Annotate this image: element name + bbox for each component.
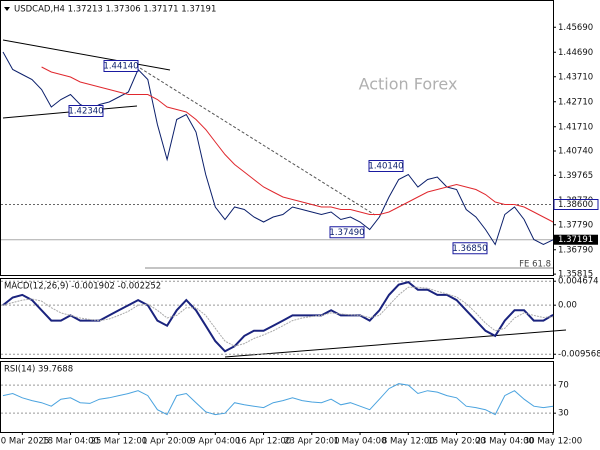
y-tick-label: 0.00 xyxy=(558,301,577,311)
y-tick-label: 1.42710 xyxy=(558,97,593,107)
watermark: Action Forex xyxy=(359,75,458,94)
x-tick-label: 9 Apr 04:00 xyxy=(190,437,240,447)
x-tick-label: 30 May 12:00 xyxy=(524,437,582,447)
y-tick-label: 1.41710 xyxy=(558,122,593,132)
series-line xyxy=(2,286,554,347)
y-tick-label: 1.40740 xyxy=(558,147,593,157)
x-tick-label: 8 May 12:00 xyxy=(382,437,435,447)
fe-label: FE 61.8 xyxy=(519,260,551,270)
x-tick-label: 1 May 04:00 xyxy=(334,437,387,447)
symbol-arrow xyxy=(4,7,10,11)
price-label: 1.37191 xyxy=(558,235,593,245)
price-box xyxy=(554,234,598,245)
annotation-label: 1.37490 xyxy=(329,228,364,238)
series-line xyxy=(2,281,554,353)
y-tick-label: 1.43710 xyxy=(558,72,593,82)
y-tick-label: 1.36790 xyxy=(558,245,593,255)
y-tick-label: 1.35815 xyxy=(558,270,593,280)
x-tick-label: 23 Apr 20:00 xyxy=(284,437,339,447)
level-box xyxy=(553,199,599,210)
annotation-box xyxy=(68,105,104,117)
x-tick-label: 23 May 04:00 xyxy=(476,437,534,447)
rsi-frame xyxy=(0,361,554,433)
macd-title: MACD(12,26,9) -0.001902 -0.002252 xyxy=(4,282,161,292)
x-tick-label: 18 Mar 04:00 xyxy=(42,437,99,447)
x-tick-label: 10 Mar 2025 xyxy=(0,437,49,447)
y-tick-label: -0.009568 xyxy=(558,350,600,360)
y-tick-label: 1.39765 xyxy=(558,171,593,181)
y-tick-label: 1.37790 xyxy=(558,220,593,230)
x-tick-label: 16 Apr 12:00 xyxy=(236,437,291,447)
annotation-label: 1.36850 xyxy=(452,244,487,254)
series-line xyxy=(41,66,554,223)
rsi-title: RSI(14) 39.7688 xyxy=(4,365,73,375)
y-tick-label: 0.004674 xyxy=(558,277,599,287)
level-label: 1.38600 xyxy=(558,200,593,210)
annotation-box xyxy=(452,242,488,255)
annotation-box xyxy=(329,226,365,239)
x-tick-label: 15 May 20:00 xyxy=(427,437,485,447)
chart-title: USDCAD,H4 1.37213 1.37306 1.37171 1.3719… xyxy=(14,5,216,15)
trendline xyxy=(224,329,567,358)
trendline xyxy=(2,39,171,71)
x-tick-label: 25 Mar 12:00 xyxy=(90,437,147,447)
annotation-label: 1.44140 xyxy=(103,62,138,72)
y-tick-label: 30 xyxy=(558,409,569,419)
annotation-box xyxy=(368,160,404,172)
annotation-label: 1.42340 xyxy=(68,107,103,117)
y-tick-label: 1.44690 xyxy=(558,48,593,58)
annotation-box xyxy=(103,60,139,72)
macd-frame xyxy=(0,278,554,359)
series-line xyxy=(2,51,554,246)
x-tick-label: 1 Apr 20:00 xyxy=(142,437,192,447)
price-frame xyxy=(0,0,554,276)
annotation-label: 1.40140 xyxy=(368,162,403,172)
y-tick-label: 1.45690 xyxy=(558,23,593,33)
trendline xyxy=(139,67,376,216)
y-tick-label: 70 xyxy=(558,381,569,391)
series-line xyxy=(2,383,554,416)
